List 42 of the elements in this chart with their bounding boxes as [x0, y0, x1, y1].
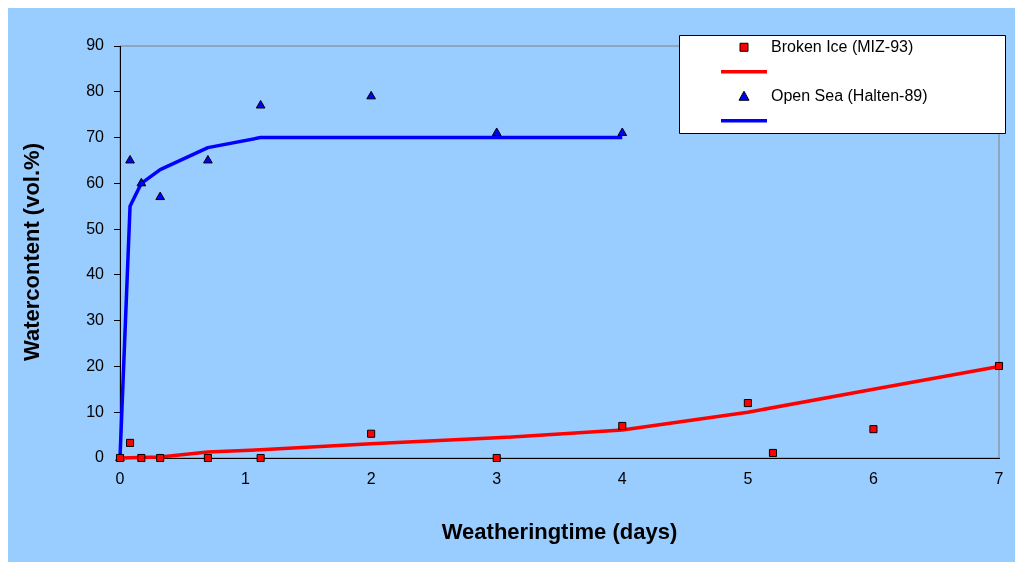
point: [491, 127, 502, 136]
point: [618, 421, 627, 430]
x-tick-label: 1: [241, 470, 251, 488]
y-axis-title: Watercontent (vol.%): [19, 143, 45, 361]
legend-label: Broken Ice (MIZ-93): [771, 37, 914, 55]
x-tick-label: 6: [868, 470, 878, 488]
point: [255, 100, 266, 109]
x-tick-label: 7: [994, 470, 1004, 488]
point: [203, 154, 213, 164]
point: [256, 453, 265, 463]
point: [768, 448, 778, 457]
point: [126, 438, 135, 447]
point: [125, 154, 135, 164]
point: [367, 429, 376, 438]
legend-label: Open Sea (Halten-89): [771, 86, 928, 104]
point: [617, 127, 628, 136]
point: [203, 453, 212, 463]
y-tick-label: 10: [86, 402, 105, 420]
y-tick-label: 20: [86, 356, 105, 374]
x-tick-label: 4: [617, 470, 627, 488]
point: [156, 453, 165, 463]
x-tick-label: 5: [743, 470, 753, 488]
y-tick-label: 80: [86, 82, 105, 100]
point: [155, 191, 166, 201]
point: [743, 399, 752, 408]
x-axis-title: Weatheringtime (days): [441, 518, 678, 544]
y-tick-label: 50: [86, 219, 105, 237]
point: [492, 453, 501, 463]
y-tick-label: 60: [86, 173, 105, 191]
point: [136, 177, 147, 187]
y-tick-label: 30: [86, 311, 105, 329]
point: [366, 90, 376, 100]
x-tick-label: 3: [492, 470, 502, 488]
point: [137, 453, 146, 463]
point: [869, 425, 878, 434]
y-tick-label: 70: [86, 127, 105, 145]
y-tick-label: 40: [86, 265, 105, 283]
x-tick-label: 2: [366, 470, 376, 488]
point: [994, 361, 1004, 371]
x-tick-label: 0: [115, 470, 125, 488]
y-tick-label: 90: [86, 36, 105, 54]
y-tick-label: 0: [95, 448, 105, 466]
